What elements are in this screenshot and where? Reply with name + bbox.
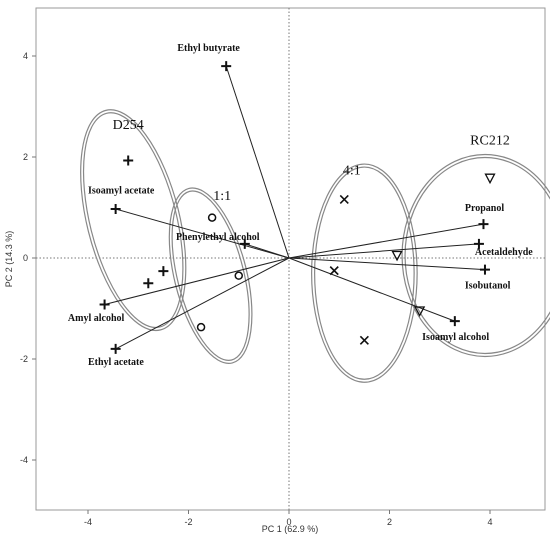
variable-label: Phenylethyl alcohol [176, 232, 260, 243]
point-d254 [123, 155, 134, 166]
loading-endpoint-plus [478, 219, 489, 230]
loading-endpoint-plus [221, 61, 232, 72]
loading-vector [288, 243, 479, 259]
x-tick-label: 4 [487, 517, 492, 527]
point-1-1 [207, 213, 217, 222]
loading-vector [288, 223, 484, 259]
point-rc212 [484, 173, 496, 185]
loading-vector [115, 257, 290, 350]
point-d254 [143, 278, 154, 289]
x-tick-label: -2 [184, 517, 192, 527]
loading-vector [115, 208, 290, 259]
group-label: D254 [113, 118, 144, 133]
variable-label: Ethyl acetate [88, 357, 144, 368]
y-axis-label: PC 2 (14.3 %) [4, 231, 14, 288]
point-d254 [158, 266, 169, 277]
loading-endpoint-plus [99, 299, 110, 310]
point-rc212 [414, 306, 426, 317]
y-tick-label: -4 [20, 455, 28, 465]
point-4-1 [359, 335, 369, 345]
loading-vector [244, 243, 290, 259]
loading-endpoint-plus [473, 238, 484, 249]
variable-label: Acetaldehyde [475, 247, 533, 258]
variable-label: Isoamyl acetate [88, 185, 155, 196]
group-ellipse [311, 163, 418, 383]
loading-vector [104, 257, 290, 305]
plot-frame [35, 7, 546, 511]
loading-endpoint-plus [110, 343, 121, 354]
variable-label: Isoamyl alcohol [422, 332, 489, 343]
loading-endpoint-plus [239, 238, 250, 249]
x-tick-label: -4 [84, 517, 92, 527]
group-ellipse [80, 109, 187, 332]
loading-endpoint-plus [110, 204, 121, 215]
variable-label: Ethyl butyrate [177, 43, 240, 54]
group-ellipse [401, 153, 550, 358]
group-label: 4:1 [343, 164, 361, 179]
point-1-1 [234, 271, 243, 280]
ellipse-outer [80, 109, 187, 332]
loading-vector [225, 65, 290, 259]
point-4-1 [329, 266, 339, 276]
ellipse-outer [311, 163, 418, 383]
loading-vector [288, 257, 486, 271]
point-4-1 [339, 194, 349, 204]
group-label: 1:1 [213, 189, 231, 204]
x-tick-label: 0 [286, 517, 291, 527]
ellipse-inner [171, 190, 250, 361]
ellipse-outer [401, 153, 550, 358]
y-tick-label: -2 [20, 354, 28, 364]
loading-endpoint-plus [449, 316, 460, 327]
variable-label: Amyl alcohol [68, 313, 125, 324]
ellipse-inner [314, 166, 415, 380]
x-axis-label: PC 1 (62.9 %) [262, 524, 319, 534]
y-tick-label: 0 [23, 253, 28, 263]
group-ellipse [168, 187, 253, 364]
variable-label: Propanol [465, 203, 504, 214]
y-tick-label: 4 [23, 51, 28, 61]
y-tick-label: 2 [23, 152, 28, 162]
loading-vector [288, 257, 456, 322]
point-1-1 [196, 322, 206, 332]
ellipse-inner [404, 156, 550, 355]
loading-endpoint-plus [479, 264, 490, 275]
ellipse-outer [168, 187, 253, 364]
group-label: RC212 [470, 133, 510, 148]
point-rc212 [391, 250, 403, 262]
variable-label: Isobutanol [465, 280, 511, 291]
x-tick-label: 2 [387, 517, 392, 527]
